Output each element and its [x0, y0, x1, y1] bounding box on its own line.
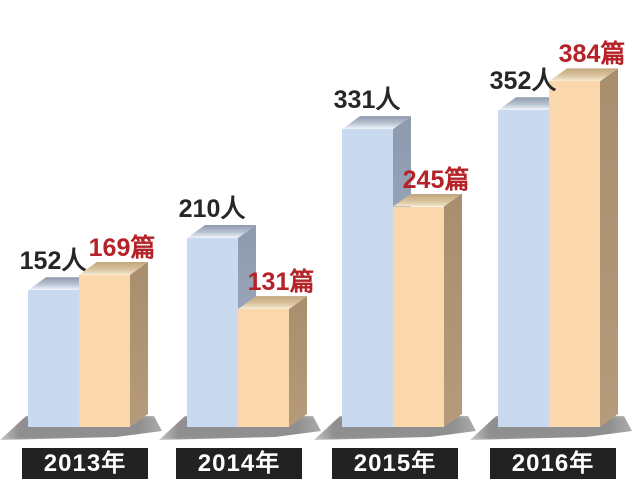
label-papers-2014: 131篇: [247, 268, 315, 297]
year-label-2015: 2015年: [332, 448, 458, 479]
bar-papers-2014-top-face: [238, 296, 307, 310]
bar-papers-2013-front-face: [79, 274, 130, 427]
label-people-2013: 152人: [19, 247, 87, 276]
bar-papers-2016-top-face: [549, 68, 618, 82]
label-people-2016: 352人: [489, 67, 557, 96]
bar-people-2016-front-face: [498, 110, 549, 427]
bar-people-2015-front-face: [342, 129, 393, 427]
year-label-2016: 2016年: [490, 448, 616, 479]
bar-papers-2015-side-face: [444, 194, 462, 428]
year-label-2014: 2014年: [176, 448, 302, 479]
bar-papers-2016-side-face: [600, 68, 618, 427]
bar-papers-2014-side-face: [289, 296, 307, 427]
bar-papers-2013-side-face: [130, 262, 148, 427]
bar-papers-2015-front-face: [393, 206, 444, 427]
label-people-2014: 210人: [178, 195, 246, 223]
label-people-2015: 331人: [333, 86, 401, 115]
bar-people-2014-front-face: [187, 238, 238, 427]
label-papers-2013: 169篇: [88, 233, 156, 262]
bar-people-2015-top-face: [342, 116, 411, 130]
bar-papers-2016-front-face: [549, 81, 600, 427]
bar-papers-2013-top-face: [79, 261, 148, 275]
label-papers-2015: 245篇: [402, 165, 470, 194]
bar-papers-2014-front-face: [238, 309, 289, 427]
bar-people-2013-front-face: [28, 290, 79, 427]
label-papers-2016: 384篇: [558, 40, 626, 69]
year-label-2013: 2013年: [22, 448, 148, 479]
bar-people-2014-top-face: [187, 225, 256, 238]
bar-papers-2015-top-face: [393, 193, 462, 207]
